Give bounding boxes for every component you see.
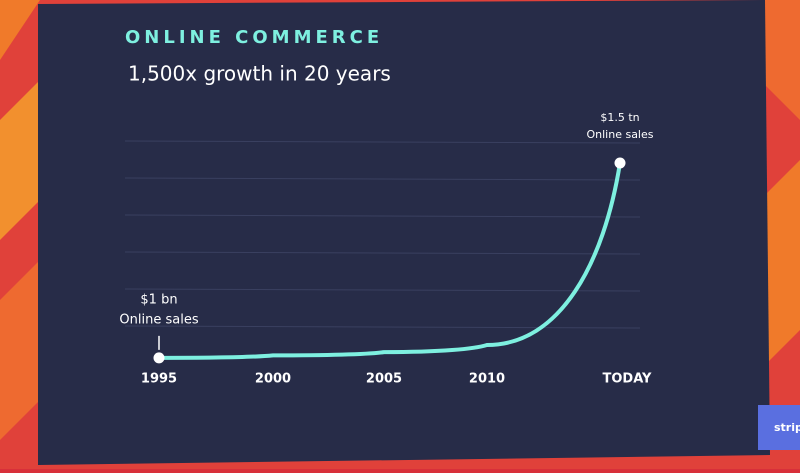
annotation: Online sales bbox=[586, 128, 653, 141]
chart-subtitle: 1,500x growth in 20 years bbox=[128, 62, 391, 86]
value-label: $1.5 tn bbox=[600, 111, 639, 124]
grid-line bbox=[124, 140, 641, 144]
x-tick-label: 1995 bbox=[141, 372, 177, 387]
point bbox=[614, 157, 626, 169]
backdrop-shape bbox=[760, 160, 800, 370]
logo: strip bbox=[774, 421, 800, 434]
x-tick-label: TODAY bbox=[603, 372, 653, 387]
grid bbox=[124, 140, 641, 329]
logo-badge bbox=[758, 405, 800, 450]
x-tick-label: 2000 bbox=[255, 372, 291, 387]
value-label: $1 bn bbox=[140, 292, 177, 307]
slide bbox=[38, 0, 770, 465]
annotation: Online sales bbox=[119, 312, 198, 327]
line bbox=[157, 161, 622, 360]
grid-line bbox=[124, 214, 641, 218]
chart-title: ONLINE COMMERCE bbox=[125, 27, 383, 48]
grid-line bbox=[124, 251, 641, 255]
point bbox=[153, 352, 165, 364]
backdrop-shape bbox=[0, 80, 40, 240]
grid-line bbox=[124, 288, 641, 292]
backdrop-shape bbox=[760, 0, 800, 120]
backdrop-shape bbox=[0, 0, 40, 60]
x-tick-label: 2005 bbox=[366, 372, 402, 387]
backdrop-shape bbox=[0, 260, 40, 440]
grid-line bbox=[124, 325, 641, 329]
x-tick-label: 2010 bbox=[469, 372, 505, 387]
grid-line bbox=[124, 177, 641, 181]
